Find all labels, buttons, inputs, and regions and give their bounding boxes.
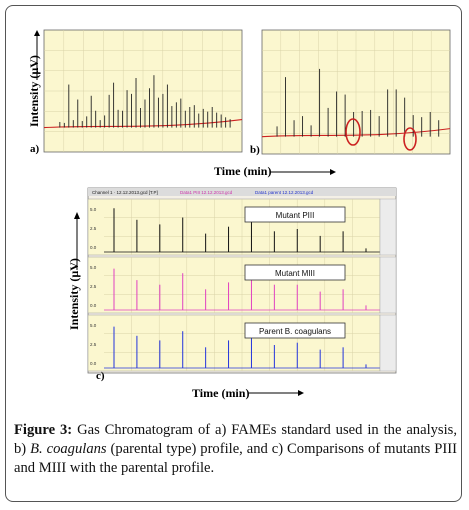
- figure-panels: a) Intensity (µV) b) Time (min) Channel …: [27, 29, 451, 400]
- top-xlabel: Time (min): [214, 164, 271, 178]
- panel-a-ylabel: Intensity (µV): [27, 55, 41, 127]
- panel-b-grid: [262, 30, 450, 154]
- panel-c-ylabel: Intensity (µV): [67, 258, 81, 330]
- series-name-box: [244, 322, 346, 339]
- panel-c: Channel 1 · 12.12.2013.gcd [T.P] Data1 P…: [67, 187, 397, 400]
- panel-c-xlabel: Time (min): [192, 386, 249, 400]
- panel-b-label: b): [250, 144, 260, 156]
- figure-caption: Figure 3: Gas Chromatogram of a) FAMEs s…: [14, 421, 457, 478]
- panel-c-ytick: 2.5: [90, 342, 97, 347]
- panel-c-ytick: 0.0: [90, 303, 97, 308]
- panel-a-label: a): [30, 143, 40, 155]
- panel-c-ytick: 5.0: [90, 323, 97, 328]
- figure-frame: [5, 5, 462, 502]
- series-name-label: Mutant MIII: [275, 269, 315, 278]
- panel-c-ytick: 0.0: [90, 361, 97, 366]
- caption-text: Gas Chromatogram of a) FAMEs standard us…: [14, 422, 457, 457]
- panel-a-series: [43, 75, 243, 129]
- panel-a: a) Intensity (µV): [27, 29, 243, 155]
- panel-b-series: [261, 68, 451, 138]
- panel-c-ytick: 5.0: [90, 265, 97, 270]
- caption-species: B. coagulans: [30, 441, 107, 457]
- series-name-label: Mutant PIII: [276, 211, 315, 220]
- series-name-box: [244, 206, 346, 223]
- highlight-ellipse-2: [403, 127, 417, 151]
- series-name-label: Parent B. coagulans: [259, 327, 331, 336]
- svg-text:Channel 1 · 12.12.2013.gcd [T.: Channel 1 · 12.12.2013.gcd [T.P]: [92, 190, 158, 195]
- caption-tail: (parental type) profile, and c) Comparis…: [14, 441, 457, 476]
- svg-text:Data1 PIII 12.12.2013.gcd: Data1 PIII 12.12.2013.gcd: [180, 190, 233, 195]
- panel-b: b): [250, 29, 451, 156]
- panel-c-label: c): [96, 370, 105, 382]
- caption-label: Figure 3:: [14, 422, 73, 438]
- panel-c-ytick: 2.5: [90, 284, 97, 289]
- panel-a-grid: [44, 30, 242, 152]
- panel-c-ytick: 0.0: [90, 245, 97, 250]
- svg-text:Data1 parent 12.12.2013.gcd: Data1 parent 12.12.2013.gcd: [255, 190, 314, 195]
- panel-c-strips: 5.0 2.5 0.0 Mutant PIII 5.0 2.5 0.0 Mutant MIII…: [87, 198, 397, 372]
- highlight-ellipse-1: [345, 118, 361, 146]
- panel-c-ytick: 5.0: [90, 207, 97, 212]
- series-name-box: [244, 264, 346, 281]
- panel-c-ytick: 2.5: [90, 226, 97, 231]
